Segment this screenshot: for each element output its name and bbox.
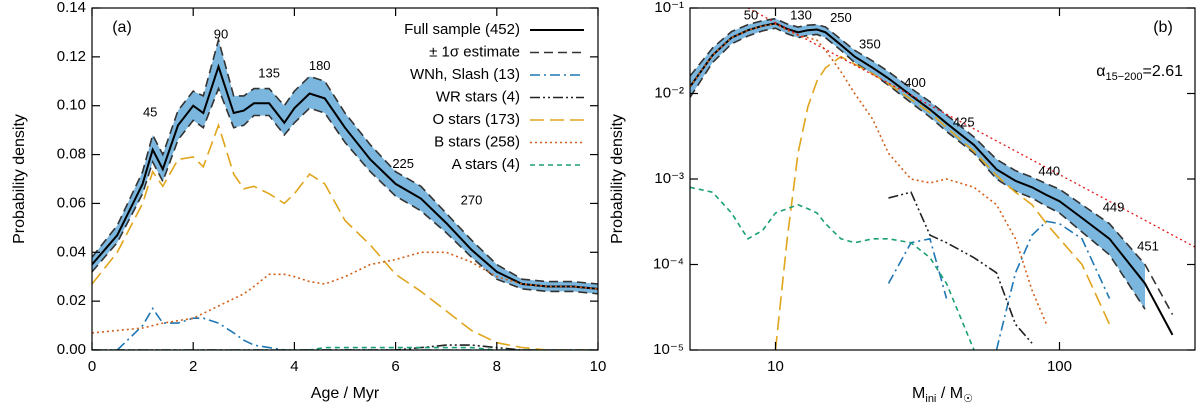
y-tick-label: 10⁻³ [654,170,684,187]
annotation: 225 [392,156,414,171]
y-tick-label: 0.10 [57,97,86,114]
panel-label: (a) [112,19,132,36]
y-tick-label: 10⁻⁴ [653,255,684,272]
annotation: 449 [1103,199,1125,214]
series-line [92,251,598,334]
annotation: 135 [258,65,280,80]
panel: 0 2 4 6 8 10 0.00 0.02 0.04 0.06 0.08 0.10 0.12 0.14 A… [11,0,606,402]
plot-area [92,36,598,350]
y-tick-label: 10⁻¹ [654,0,684,16]
x-axis-label-part: ☉ [963,393,973,405]
sigma-band [690,18,1145,310]
annotation: 130 [790,8,812,23]
legend-label: WR stars (4) [436,88,520,105]
x-axis-label-part: M [912,385,925,402]
legend-label: A stars (4) [452,156,520,173]
series-line [690,22,1174,336]
series-line [92,86,598,295]
plot-area [690,8,1195,350]
series-line [92,63,598,290]
x-tick-label: 4 [290,358,298,375]
series-line [92,344,598,350]
sigma-band [92,39,598,294]
legend-label: ± 1σ estimate [429,43,520,60]
alpha-label: α15−200=2.61 [1096,63,1183,83]
axes-frame [91,7,599,351]
y-axis-label: Probability density [11,114,28,244]
y-tick-label: 10⁻² [654,84,684,101]
y-tick-label: 10⁻⁵ [653,341,684,358]
annotation: 50 [744,8,758,23]
x-axis-label: Age / Myr [311,385,380,402]
x-tick-label: 6 [391,358,399,375]
legend-label: O stars (173) [432,111,520,128]
series-line [116,307,598,350]
x-tick-label: 8 [493,358,501,375]
x-axis-label: Mini / M☉ [912,385,973,405]
legend-label: Full sample (452) [404,21,520,38]
series-line [92,36,598,285]
annotation: 270 [461,192,483,207]
y-tick-label: 0.06 [57,194,86,211]
panel: 10 100 10⁻⁵ 10⁻⁴ 10⁻³ 10⁻² 10⁻¹ Mini / M☉ Probab… [609,0,1196,405]
y-axis-label: Probability density [609,114,626,244]
legend-label: WNh, Slash (13) [410,66,520,83]
alpha-label-part: 15−200 [1106,71,1143,83]
series-line [690,23,1048,325]
series-line [690,186,975,350]
series-line [690,27,1146,310]
annotation: 440 [1038,164,1060,179]
x-tick-label: 10 [767,358,784,375]
x-tick-label: 2 [189,358,197,375]
alpha-label-part: α [1096,63,1105,80]
y-tick-label: 0.08 [57,146,86,163]
y-tick-label: 0.14 [57,0,86,16]
legend-label: B stars (258) [434,133,520,150]
series-line [887,220,1111,350]
y-tick-label: 0.12 [57,48,86,65]
annotation: 350 [859,36,881,51]
x-axis-label-part: ini [925,393,936,405]
x-tick-label: 10 [590,358,607,375]
annotation: 45 [143,104,157,119]
annotation: 250 [830,10,852,25]
x-tick-label: 0 [88,358,96,375]
series-line [774,55,1111,350]
alpha-label-part: =2.61 [1143,63,1184,80]
series-line [690,17,1174,315]
annotation: 180 [309,58,331,73]
series-line [888,191,1033,344]
y-tick-label: 0.00 [57,341,86,358]
series-line [92,122,598,350]
x-tick-label: 100 [1047,358,1072,375]
panel-label: (b) [1153,19,1173,36]
annotation: 425 [953,115,975,130]
axes-frame [689,7,1196,351]
annotation: 451 [1137,238,1159,253]
annotation: 90 [214,26,228,41]
x-axis-label-part: / M [936,385,963,402]
y-tick-label: 0.02 [57,292,86,309]
y-tick-label: 0.04 [57,243,86,260]
annotation: 400 [904,75,926,90]
